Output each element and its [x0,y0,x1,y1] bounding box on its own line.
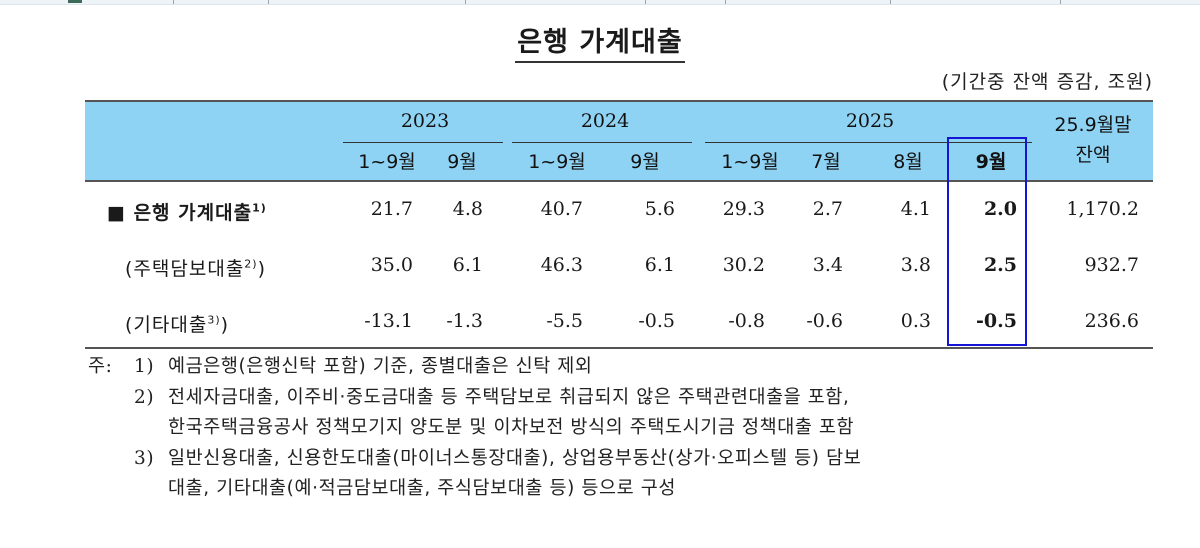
row-label: (주택담보대출2)) [125,257,267,280]
cell-value: 5.6 [644,198,675,220]
cell-value: -0.8 [728,310,765,332]
header-year-2025: 2025 [845,110,895,132]
header-period: 9월 [630,151,660,173]
footnote-text: 대출, 기타대출(예·적금담보대출, 주식담보대출 등) 등으로 구성 [168,478,676,499]
cell-value-highlighted: -0.5 [976,310,1017,332]
row-label: ■ 은행 가계대출1) [107,201,267,224]
footnote-2-cont: 한국주택금융공사 정책모기지 양도분 및 이차보전 방식의 주택도시기금 정책대… [88,413,861,444]
footnote-text: 전세자금대출, 이주비·중도금대출 등 주택담보로 취급되지 않은 주택관련대출… [168,386,850,408]
cell-balance: 932.7 [1084,254,1139,276]
table-row: (주택담보대출2)) 35.0 6.1 46.3 6.1 30.2 3.4 3.… [85,240,1153,296]
footnote-2: 2) 전세자금대출, 이주비·중도금대출 등 주택담보로 취급되지 않은 주택관련… [88,383,861,414]
cell-value: 4.1 [900,198,931,220]
footnote-text: 예금은행(은행신탁 포함) 기준, 종별대출은 신탁 제외 [168,356,593,377]
cell-value-highlighted: 2.5 [983,254,1017,276]
ruler-tick [173,0,174,4]
year-underline-2023 [343,142,503,143]
ruler-tick [890,0,891,4]
cell-balance: 236.6 [1084,310,1139,332]
header-period: 1~9월 [721,151,779,173]
footnote-number: 2) [134,386,155,408]
ruler-tick [268,0,269,4]
cell-value: -1.3 [446,310,483,332]
document-title: 은행 가계대출 [0,20,1200,63]
header-period: 8월 [893,151,923,173]
ruler-tick [645,0,646,4]
cell-value: 3.4 [812,254,843,276]
highlight-box-2025-sep [947,137,1027,346]
header-period-highlighted: 9월 [975,151,1007,173]
cell-value-highlighted: 2.0 [983,198,1017,220]
ruler-tick [465,0,466,4]
header-year-2023: 2023 [400,110,450,132]
header-period: 9월 [447,151,477,173]
notes-prefix: 주: [88,356,113,377]
cell-value: 30.2 [722,254,765,276]
cell-value: 40.7 [540,198,583,220]
footnotes: 주: 1) 예금은행(은행신탁 포함) 기준, 종별대출은 신탁 제외 2) 전세자금… [88,352,861,505]
title-text: 은행 가계대출 [515,27,685,63]
header-period: 1~9월 [528,151,586,173]
table-row: ■ 은행 가계대출1) 21.7 4.8 40.7 5.6 29.3 2.7 4… [85,184,1153,240]
ruler-marker [68,0,82,3]
ruler-tick [1060,0,1061,4]
footnote-3-cont: 대출, 기타대출(예·적금담보대출, 주식담보대출 등) 등으로 구성 [88,474,861,505]
year-underline-2024 [512,142,692,143]
header-period: 7월 [811,151,841,173]
cell-value: -0.6 [806,310,843,332]
header-balance-label-2: 잔액 [1075,144,1111,166]
footnote-number: 1) [134,356,155,377]
cell-value: 2.7 [812,198,843,220]
cell-value: 35.0 [370,254,413,276]
top-ruler-strip [0,0,1200,5]
footnote-text: 일반신용대출, 신용한도대출(마이너스통장대출), 상업용부동산(상가·오피스텔… [168,447,862,469]
cell-value: 6.1 [644,254,675,276]
cell-value: 6.1 [452,254,483,276]
cell-balance: 1,170.2 [1066,198,1139,220]
header-balance-label: 25.9월말 [1054,114,1132,136]
table-header: 2023 2024 2025 1~9월 9월 1~9월 9월 1~9월 7월 8… [85,100,1153,182]
unit-label: (기간중 잔액 증감, 조원) [941,71,1153,93]
footnote-1: 주: 1) 예금은행(은행신탁 포함) 기준, 종별대출은 신탁 제외 [88,352,861,383]
cell-value: 3.8 [900,254,931,276]
row-label: (기타대출3)) [125,313,230,336]
footnote-3: 3) 일반신용대출, 신용한도대출(마이너스통장대출), 상업용부동산(상가·오피… [88,444,861,475]
cell-value: 0.3 [900,310,931,332]
year-underline-2025 [705,142,1032,143]
footnote-number: 3) [134,447,155,469]
header-period: 1~9월 [358,151,416,173]
cell-value: -0.5 [638,310,675,332]
cell-value: 29.3 [722,198,765,220]
cell-value: 4.8 [452,198,483,220]
cell-value: 21.7 [370,198,413,220]
header-year-2024: 2024 [580,110,630,132]
cell-value: 46.3 [540,254,583,276]
cell-value: -5.5 [546,310,583,332]
cell-value: -13.1 [364,310,413,332]
table-bottom-rule [85,347,1153,349]
table-row: (기타대출3)) -13.1 -1.3 -5.5 -0.5 -0.8 -0.6 … [85,296,1153,352]
ruler-tick [725,0,726,4]
footnote-text: 한국주택금융공사 정책모기지 양도분 및 이차보전 방식의 주택도시기금 정책대… [168,417,855,438]
